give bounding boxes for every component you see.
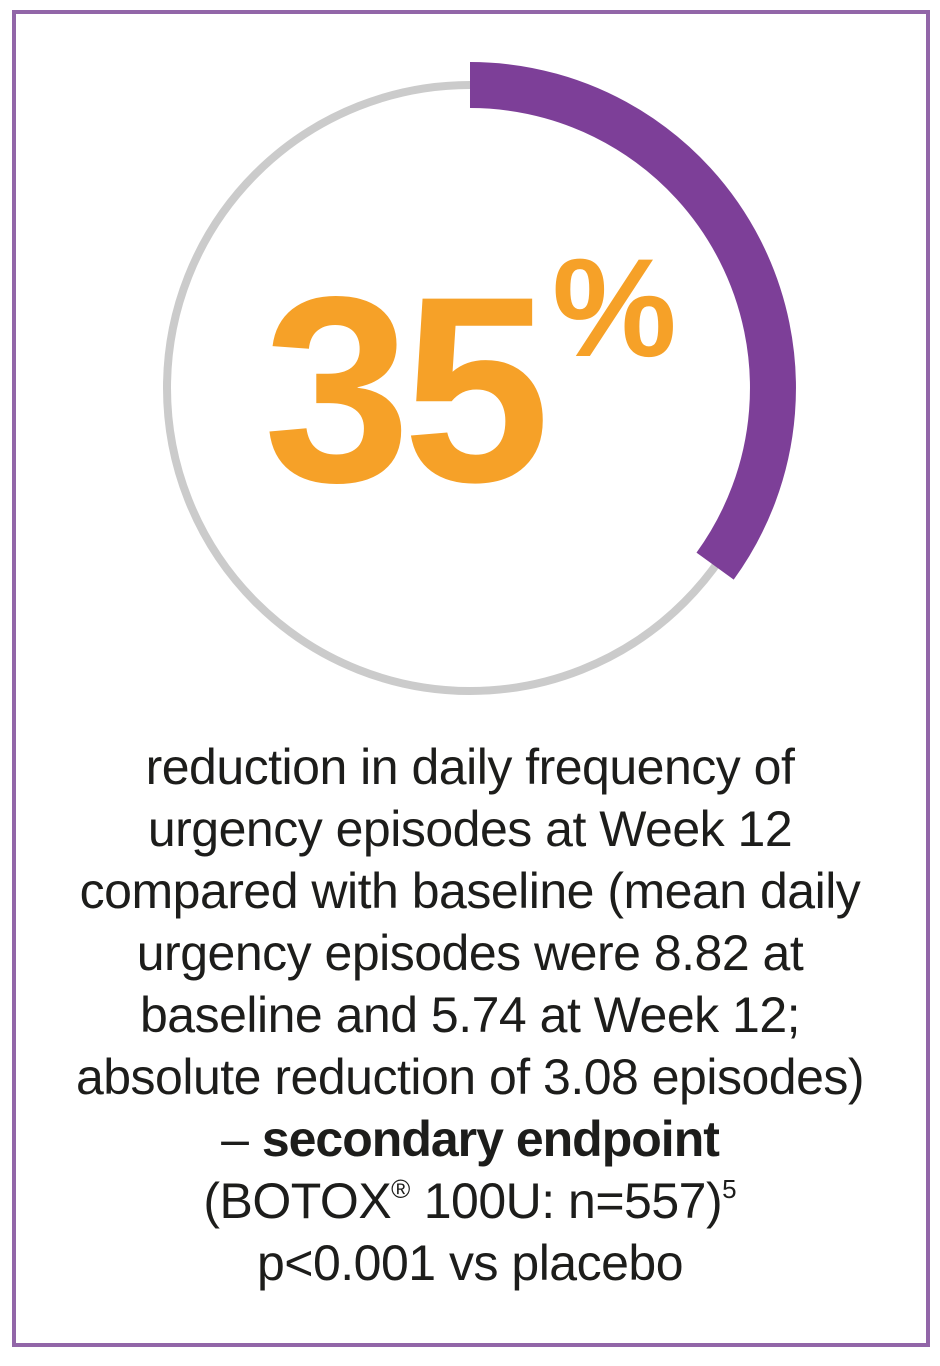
caption-line-4: urgency episodes were 8.82 at	[136, 925, 804, 981]
caption-line-6: absolute reduction of 3.08 episodes)	[75, 1049, 865, 1105]
caption-text-block: reduction in daily frequency of urgency …	[20, 736, 920, 1294]
endpoint-bold-text: secondary endpoint	[261, 1111, 720, 1167]
gauge-svg	[163, 62, 796, 695]
caption-line-pvalue: p<0.001 vs placebo	[256, 1235, 684, 1291]
caption-line-botox: (BOTOX® 100U: n=557)5	[20, 1170, 920, 1232]
donut-gauge-chart: 35 %	[140, 58, 800, 718]
caption-line-3: compared with baseline (mean daily	[79, 863, 861, 919]
gauge-value: 35	[263, 242, 550, 538]
endpoint-dash: –	[221, 1111, 262, 1167]
registered-trademark-sup: ®	[391, 1174, 411, 1204]
botox-rest-text: 100U: n=557)	[410, 1173, 723, 1229]
caption-line-1: reduction in daily frequency of	[145, 739, 795, 795]
caption-line-5: baseline and 5.74 at Week 12;	[139, 987, 801, 1043]
percent-sign: %	[552, 229, 677, 386]
gauge-progress-arc	[469, 62, 796, 580]
reference-number-sup: 5	[722, 1174, 737, 1204]
caption-line-endpoint: – secondary endpoint	[20, 1108, 920, 1170]
botox-open-text: (BOTOX	[203, 1173, 392, 1229]
gauge-center-label: 35 %	[140, 238, 800, 538]
caption-line-2: urgency episodes at Week 12	[147, 801, 793, 857]
